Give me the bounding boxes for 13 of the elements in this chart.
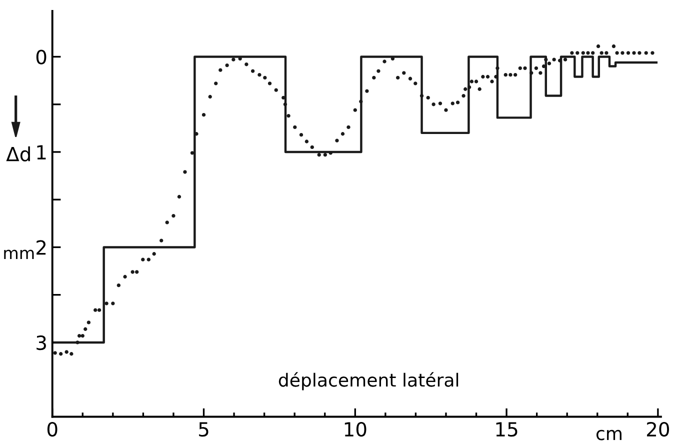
- text: mm: [4, 250, 34, 260]
- y-tick-label: 1: [37, 145, 46, 160]
- x-tick-label: 15: [496, 422, 518, 437]
- y-axis-title: Δd: [6, 146, 30, 162]
- x-tick-label: 5: [199, 422, 208, 437]
- y-tick-label: 3: [36, 335, 46, 350]
- x-tick-label: 10: [344, 422, 366, 437]
- text: cm: [596, 430, 622, 440]
- x-axis-title: déplacement latéral: [278, 372, 458, 390]
- x-tick-label: 0: [47, 422, 58, 437]
- x-tick-label: 20: [646, 422, 670, 437]
- y-tick-label: 0: [36, 50, 46, 64]
- y-tick-label: 2: [36, 240, 46, 255]
